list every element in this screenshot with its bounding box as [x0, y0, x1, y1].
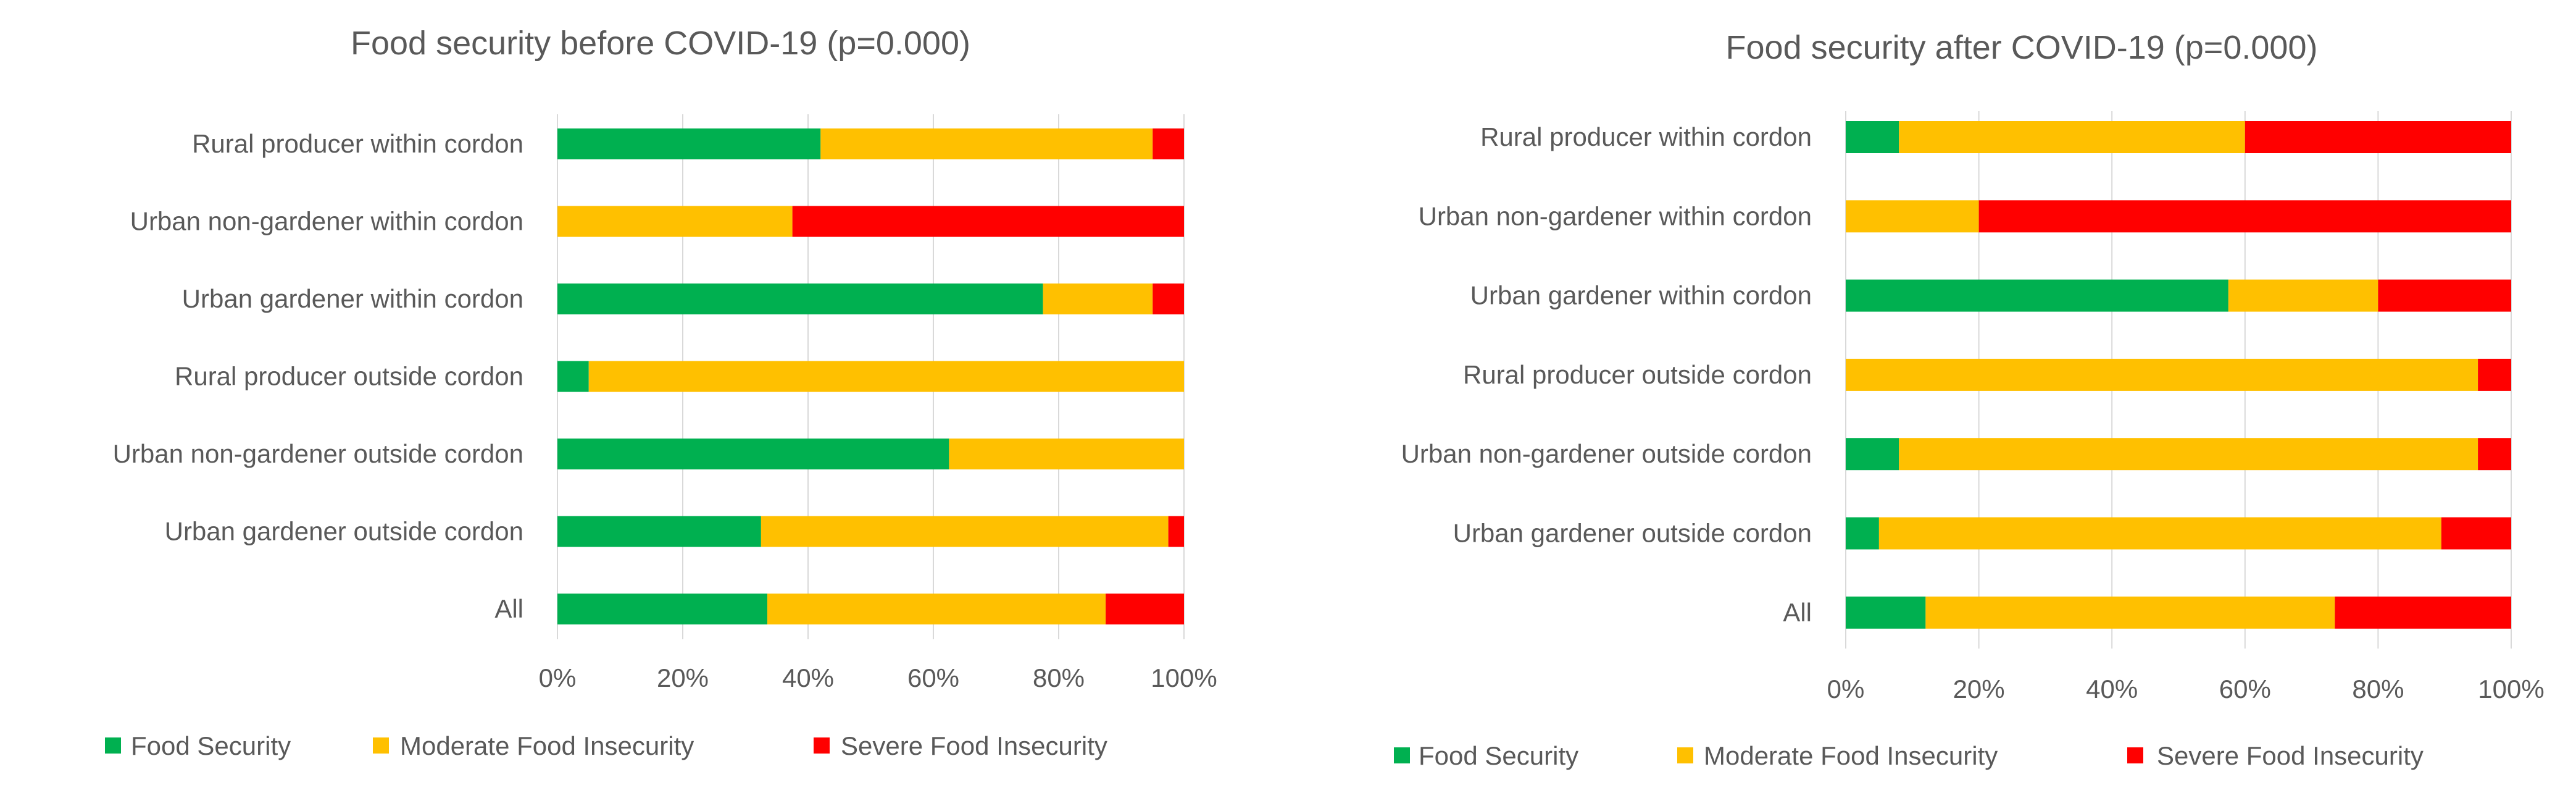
x-tick-label: 40% — [2086, 674, 2138, 704]
category-label: Urban gardener outside cordon — [165, 517, 523, 546]
category-label: Rural producer within cordon — [1480, 122, 1812, 151]
bar-severe-food-insecurity — [792, 206, 1184, 237]
bar-food-security — [557, 594, 768, 624]
category-label: Urban gardener outside cordon — [1453, 519, 1812, 548]
bar-moderate-food-insecurity — [557, 206, 793, 237]
legend-label-severe-food-insecurity: Severe Food Insecurity — [2157, 741, 2424, 770]
legend-swatch-severe-food-insecurity — [814, 737, 830, 754]
bar-severe-food-insecurity — [2441, 517, 2511, 550]
bar-severe-food-insecurity — [1168, 516, 1184, 547]
bar-food-security — [557, 128, 821, 159]
bar-moderate-food-insecurity — [761, 516, 1169, 547]
x-tick-label: 100% — [2478, 674, 2544, 704]
legend-label-food-security: Food Security — [131, 731, 291, 760]
bar-moderate-food-insecurity — [1846, 200, 1979, 233]
x-tick-label: 0% — [1827, 674, 1865, 704]
category-label: Urban non-gardener within cordon — [130, 207, 523, 236]
legend-swatch-moderate-food-insecurity — [1677, 747, 1693, 763]
category-label: All — [1783, 598, 1812, 627]
legend-swatch-severe-food-insecurity — [2127, 747, 2143, 763]
legend-label-severe-food-insecurity: Severe Food Insecurity — [841, 731, 1107, 760]
bar-food-security — [1846, 121, 1899, 153]
x-tick-label: 80% — [1033, 663, 1085, 692]
category-label: Rural producer outside cordon — [175, 362, 523, 391]
bar-moderate-food-insecurity — [1899, 438, 2478, 471]
bar-moderate-food-insecurity — [588, 361, 1184, 392]
category-label: Urban gardener within cordon — [1470, 281, 1812, 310]
bar-food-security — [557, 516, 761, 547]
bar-food-security — [557, 284, 1043, 314]
bar-food-security — [557, 361, 589, 392]
bar-moderate-food-insecurity — [1043, 284, 1153, 314]
bar-food-security — [1846, 279, 2228, 312]
bar-severe-food-insecurity — [1978, 200, 2511, 233]
bar-moderate-food-insecurity — [820, 128, 1153, 159]
legend-label-food-security: Food Security — [1419, 741, 1578, 770]
bar-moderate-food-insecurity — [1925, 596, 2335, 629]
category-label: Rural producer within cordon — [192, 129, 523, 158]
bar-severe-food-insecurity — [1153, 284, 1184, 314]
bar-severe-food-insecurity — [1106, 594, 1184, 624]
x-tick-label: 20% — [657, 663, 709, 692]
chart-title: Food security after COVID-19 (p=0.000) — [1726, 29, 2318, 66]
category-label: Urban non-gardener outside cordon — [113, 439, 523, 468]
bar-food-security — [557, 439, 949, 469]
category-label: Urban gardener within cordon — [182, 284, 523, 313]
x-tick-label: 40% — [782, 663, 834, 692]
legend-label-moderate-food-insecurity: Moderate Food Insecurity — [1704, 741, 1998, 770]
bar-severe-food-insecurity — [2478, 438, 2511, 471]
legend-label-moderate-food-insecurity: Moderate Food Insecurity — [400, 731, 694, 760]
legend-swatch-food-security — [105, 737, 121, 754]
chart-after-covid: Food security after COVID-19 (p=0.000) 0%… — [1394, 29, 2545, 770]
bar-severe-food-insecurity — [2245, 121, 2511, 153]
bar-moderate-food-insecurity — [767, 594, 1106, 624]
bar-food-security — [1846, 438, 1899, 471]
bar-food-security — [1846, 596, 1926, 629]
category-label: Urban non-gardener outside cordon — [1401, 439, 1812, 468]
bar-severe-food-insecurity — [2335, 596, 2511, 629]
x-tick-label: 60% — [907, 663, 959, 692]
x-tick-label: 80% — [2352, 674, 2404, 704]
category-label: All — [494, 594, 523, 623]
category-label: Urban non-gardener within cordon — [1419, 201, 1812, 230]
chart-title: Food security before COVID-19 (p=0.000) — [351, 25, 970, 62]
bar-severe-food-insecurity — [2478, 358, 2511, 391]
legend-swatch-moderate-food-insecurity — [373, 737, 389, 754]
legend-swatch-food-security — [1394, 747, 1410, 763]
x-tick-label: 60% — [2219, 674, 2271, 704]
bar-severe-food-insecurity — [1153, 128, 1184, 159]
category-label: Rural producer outside cordon — [1463, 360, 1812, 389]
bar-moderate-food-insecurity — [2228, 279, 2378, 312]
chart-before-covid: Food security before COVID-19 (p=0.000) 0… — [105, 25, 1217, 760]
x-tick-label: 100% — [1151, 663, 1217, 692]
bar-food-security — [1846, 517, 1879, 550]
bar-severe-food-insecurity — [2378, 279, 2511, 312]
bar-moderate-food-insecurity — [949, 439, 1184, 469]
x-tick-label: 0% — [539, 663, 577, 692]
bar-moderate-food-insecurity — [1899, 121, 2245, 153]
x-tick-label: 20% — [1953, 674, 2005, 704]
bar-moderate-food-insecurity — [1878, 517, 2441, 550]
bar-moderate-food-insecurity — [1846, 358, 2478, 391]
